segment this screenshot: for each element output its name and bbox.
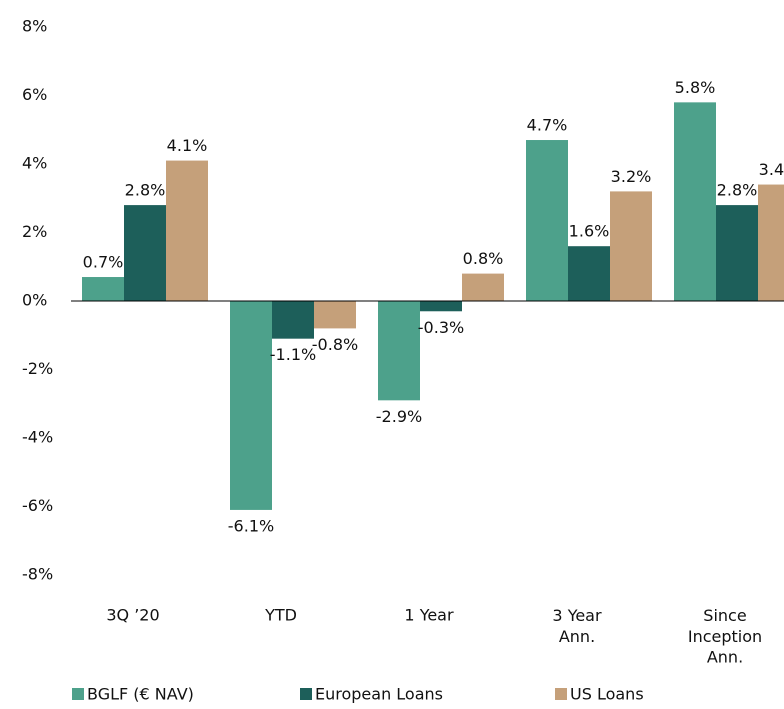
bar (272, 301, 314, 339)
x-tick-label: 3Q ’20 (106, 606, 159, 625)
y-tick-label: 6% (22, 85, 47, 104)
data-label: 1.6% (569, 222, 610, 241)
x-tick-label: 3 Year Ann. (552, 606, 602, 646)
data-label: -6.1% (228, 516, 274, 535)
y-tick-label: -2% (22, 359, 53, 378)
y-tick-label: -8% (22, 565, 53, 584)
data-label: 2.8% (717, 181, 758, 200)
y-tick-label: 0% (22, 291, 47, 310)
y-tick-label: -6% (22, 496, 53, 515)
data-label: 2.8% (125, 181, 166, 200)
bar (420, 301, 462, 312)
data-label: 0.8% (463, 249, 504, 268)
data-label: 5.8% (675, 78, 716, 97)
legend-swatch (72, 688, 84, 700)
bar (314, 301, 356, 329)
bar (568, 246, 610, 301)
bar (124, 205, 166, 301)
legend-label: European Loans (315, 685, 443, 704)
x-tick-label: Since Inception Ann. (688, 606, 762, 667)
data-label: 4.1% (167, 136, 208, 155)
bar (610, 191, 652, 301)
y-tick-label: 8% (22, 17, 47, 36)
data-label: -0.3% (418, 318, 464, 337)
bar (674, 102, 716, 301)
data-label: -0.8% (312, 335, 358, 354)
y-tick-label: 2% (22, 222, 47, 241)
bar (82, 277, 124, 301)
data-label: 3.2% (611, 167, 652, 186)
bar (716, 205, 758, 301)
legend-label: BGLF (€ NAV) (87, 685, 194, 704)
data-label: -1.1% (270, 345, 316, 364)
bar (758, 184, 784, 301)
data-label: 4.7% (527, 116, 568, 135)
x-tick-label: YTD (264, 606, 297, 625)
bar (166, 160, 208, 301)
data-label: -2.9% (376, 407, 422, 426)
bar (526, 140, 568, 301)
data-label: 0.7% (83, 253, 124, 272)
legend-swatch (555, 688, 567, 700)
x-tick-label: 1 Year (404, 606, 454, 625)
legend-label: US Loans (570, 685, 644, 704)
legend-swatch (300, 688, 312, 700)
bar (378, 301, 420, 401)
y-tick-label: -4% (22, 428, 53, 447)
data-label: 3.4% (759, 160, 784, 179)
bar (462, 273, 504, 301)
bar (230, 301, 272, 510)
y-tick-label: 4% (22, 154, 47, 173)
